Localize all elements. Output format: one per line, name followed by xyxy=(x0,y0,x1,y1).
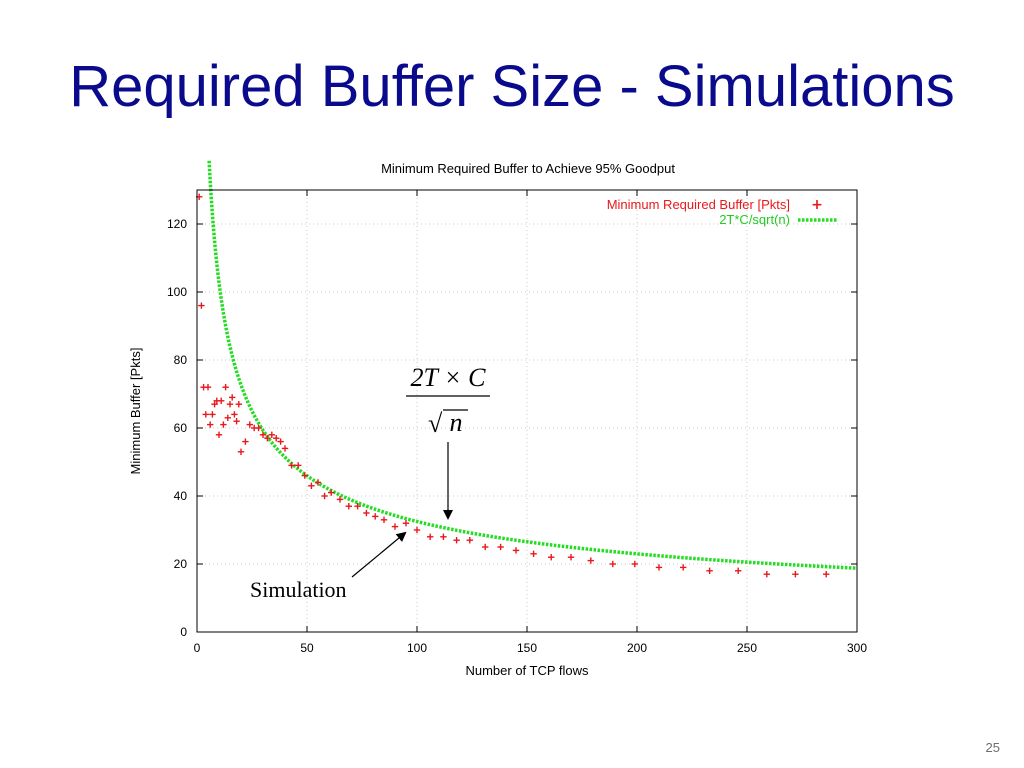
simulation-point xyxy=(308,482,315,489)
series-layer xyxy=(196,160,858,578)
simulation-point xyxy=(235,401,242,408)
simulation-point xyxy=(220,421,227,428)
simulation-point xyxy=(226,401,234,408)
slide-number: 25 xyxy=(985,740,1000,755)
simulation-point xyxy=(207,421,214,428)
simulation-point xyxy=(277,438,284,445)
simulation-point xyxy=(204,384,212,391)
legend: Minimum Required Buffer [Pkts] + 2T*C/sq… xyxy=(607,197,838,227)
x-axis-title: Number of TCP flows xyxy=(465,663,589,678)
axis-ticks: 0 50 100 150 200 250 300 0 20 40 60 80 100 120 xyxy=(167,190,867,655)
simulation-point xyxy=(215,431,223,438)
x-tick-label: 150 xyxy=(517,641,537,655)
y-tick-label: 20 xyxy=(174,557,188,571)
simulation-point xyxy=(440,533,447,540)
simulation-point xyxy=(453,537,460,544)
simulation-point xyxy=(233,418,240,425)
simulation-point xyxy=(295,462,302,469)
x-tick-label: 200 xyxy=(627,641,647,655)
simulation-point xyxy=(209,411,216,418)
simulation-point xyxy=(268,431,275,438)
simulation-point xyxy=(792,571,799,578)
plot-frame xyxy=(196,189,858,633)
y-tick-label: 120 xyxy=(167,217,187,231)
simulation-point xyxy=(380,516,388,523)
simulation-point xyxy=(402,520,410,527)
simulation-point xyxy=(328,489,335,496)
formula-denominator: n xyxy=(450,408,463,437)
x-tick-label: 100 xyxy=(407,641,427,655)
simulation-point xyxy=(609,560,616,568)
chart: Minimum Required Buffer to Achieve 95% G… xyxy=(128,160,867,678)
x-tick-label: 0 xyxy=(194,641,201,655)
simulation-point xyxy=(680,564,687,571)
y-tick-label: 100 xyxy=(167,285,187,299)
simulation-point xyxy=(259,431,267,438)
simulation-point xyxy=(512,547,520,554)
simulation-point xyxy=(530,550,537,557)
formula-annotation: 2T × C √ n xyxy=(406,363,490,520)
simulation-point xyxy=(548,554,555,561)
simulation-point xyxy=(567,554,575,561)
simulation-point xyxy=(218,397,225,404)
simulation-point xyxy=(281,445,289,452)
y-tick-label: 60 xyxy=(174,421,188,435)
simulation-point xyxy=(237,448,245,455)
simulation-point xyxy=(735,567,742,574)
simulation-point xyxy=(466,537,473,544)
simulation-point xyxy=(823,571,830,578)
simulation-point xyxy=(655,564,663,571)
grid-lines xyxy=(197,190,857,632)
simulation-point xyxy=(273,435,280,442)
simulation-point xyxy=(211,401,218,408)
simulation-point xyxy=(363,509,370,517)
simulation-point xyxy=(222,384,229,391)
simulation-point xyxy=(354,503,361,510)
formula-numerator: 2T × C xyxy=(411,363,487,392)
simulation-point xyxy=(246,421,253,428)
legend-marker-simulation: + xyxy=(811,197,823,213)
simulation-point xyxy=(198,302,205,309)
simulation-point xyxy=(231,411,238,418)
simulation-point xyxy=(224,414,231,421)
simulation-point xyxy=(301,472,308,479)
simulation-point xyxy=(631,560,638,568)
simulation-point xyxy=(427,533,434,540)
x-tick-label: 250 xyxy=(737,641,757,655)
simulation-point xyxy=(345,503,352,510)
y-tick-label: 80 xyxy=(174,353,188,367)
chart-title: Minimum Required Buffer to Achieve 95% G… xyxy=(381,161,675,176)
simulation-point xyxy=(482,543,489,551)
simulation-point xyxy=(587,557,594,564)
simulation-annotation: Simulation xyxy=(250,531,407,602)
simulation-point xyxy=(242,438,249,445)
simulation-label: Simulation xyxy=(250,577,347,602)
simulation-point xyxy=(264,435,271,442)
simulation-point xyxy=(229,394,236,401)
simulation-point xyxy=(497,543,504,551)
simulation-point xyxy=(763,571,770,578)
legend-label-model: 2T*C/sqrt(n) xyxy=(719,212,790,227)
simulation-point xyxy=(314,479,322,486)
x-tick-label: 300 xyxy=(847,641,867,655)
legend-label-simulation: Minimum Required Buffer [Pkts] xyxy=(607,197,790,212)
simulation-point xyxy=(202,411,209,418)
simulation-point xyxy=(706,567,713,574)
simulation-point xyxy=(413,526,421,534)
simulation-arrow xyxy=(351,531,407,578)
simulation-point xyxy=(391,523,399,530)
formula-radical-sign: √ xyxy=(428,409,443,438)
slide-title: Required Buffer Size - Simulations xyxy=(69,54,955,119)
simulation-point xyxy=(372,513,379,520)
y-tick-label: 0 xyxy=(180,625,187,639)
simulation-point xyxy=(288,462,295,469)
simulation-point xyxy=(336,496,344,503)
x-tick-label: 50 xyxy=(300,641,314,655)
y-tick-label: 40 xyxy=(174,489,188,503)
simulation-point xyxy=(321,492,328,500)
y-axis-title: Minimum Buffer [Pkts] xyxy=(128,348,143,475)
simulation-point xyxy=(255,424,262,432)
